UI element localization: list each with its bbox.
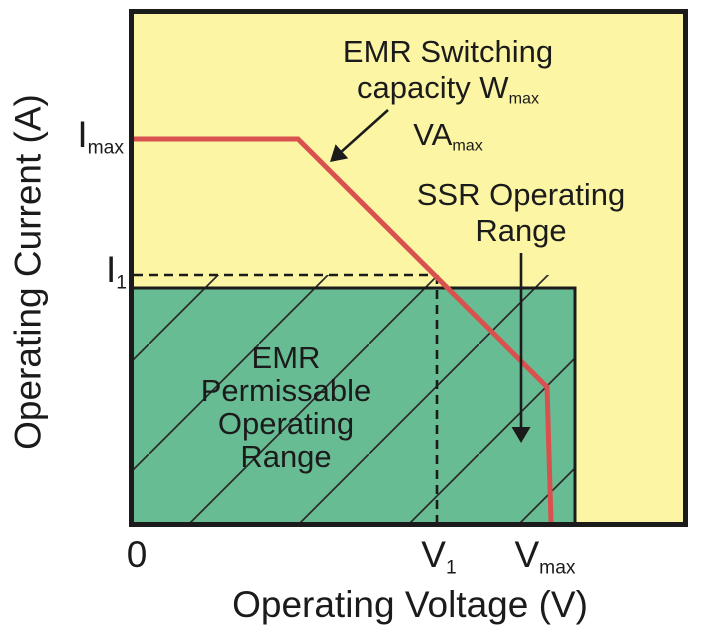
subscript: max <box>87 137 124 159</box>
subscript: 1 <box>116 272 127 294</box>
arrow-to-emr-curve-line <box>341 109 389 153</box>
x-tick-zero: 0 <box>126 534 148 575</box>
annotation-emr-switching-capacity: EMR Switching capacity Wmax VAmax <box>343 34 553 163</box>
subscript: max <box>452 136 483 155</box>
x-axis-title: Operating Voltage (V) <box>232 584 588 625</box>
annotation-line: Range <box>240 439 332 474</box>
annotation-line: EMR Switching <box>342 34 554 69</box>
annotation-line: capacity Wmax <box>356 70 540 108</box>
annotation-line: VAmax <box>413 116 483 155</box>
plot-area: EMR Switching capacity Wmax VAmax SSR Op… <box>129 9 688 527</box>
arrow-to-ssr-region-head <box>511 427 531 443</box>
annotation-line: Operating <box>217 406 355 441</box>
annotation-line: SSR Operating <box>416 177 626 212</box>
emr-range-hatch <box>134 275 575 522</box>
annotation-emr-permissable-range: EMR Permissable Operating Range <box>201 341 372 473</box>
ssr-region-border <box>134 286 577 522</box>
arrow-to-emr-curve-head <box>330 144 349 162</box>
y-tick-i1: I1 <box>106 249 127 294</box>
annotation-line: Range <box>475 213 567 248</box>
annotation-ssr-operating-range: SSR Operating Range <box>417 177 626 249</box>
subscript: max <box>508 89 540 108</box>
y-tick-imax: Imax <box>77 114 124 159</box>
x-tick-vmax: Vmax <box>514 534 576 579</box>
plot-canvas <box>134 109 577 522</box>
emr-capacity-curve <box>134 136 554 522</box>
subscript: max <box>539 557 576 579</box>
annotation-line: Permissable <box>200 373 372 408</box>
x-tick-v1: V1 <box>421 534 457 579</box>
subscript: 1 <box>445 557 457 579</box>
annotation-line: EMR <box>251 340 321 375</box>
